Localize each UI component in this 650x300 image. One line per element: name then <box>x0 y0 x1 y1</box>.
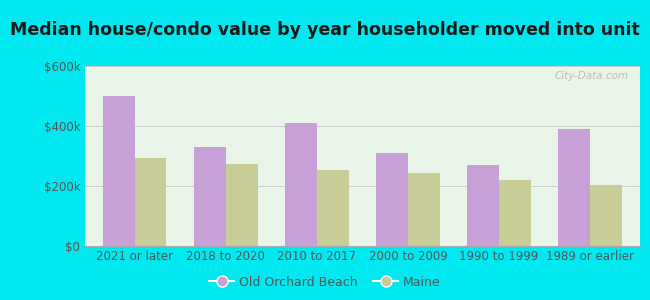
Bar <box>558 129 590 246</box>
Bar <box>499 180 531 246</box>
Bar <box>285 123 317 246</box>
Bar <box>590 184 622 246</box>
Bar <box>194 147 226 246</box>
Legend: Old Orchard Beach, Maine: Old Orchard Beach, Maine <box>204 271 446 294</box>
Bar <box>467 165 499 246</box>
Text: City-Data.com: City-Data.com <box>555 71 629 81</box>
Bar <box>135 158 166 246</box>
Bar <box>103 96 135 246</box>
Bar <box>376 153 408 246</box>
Bar <box>226 164 257 246</box>
Text: Median house/condo value by year householder moved into unit: Median house/condo value by year househo… <box>10 21 640 39</box>
Bar <box>408 172 440 246</box>
Bar <box>317 169 348 246</box>
